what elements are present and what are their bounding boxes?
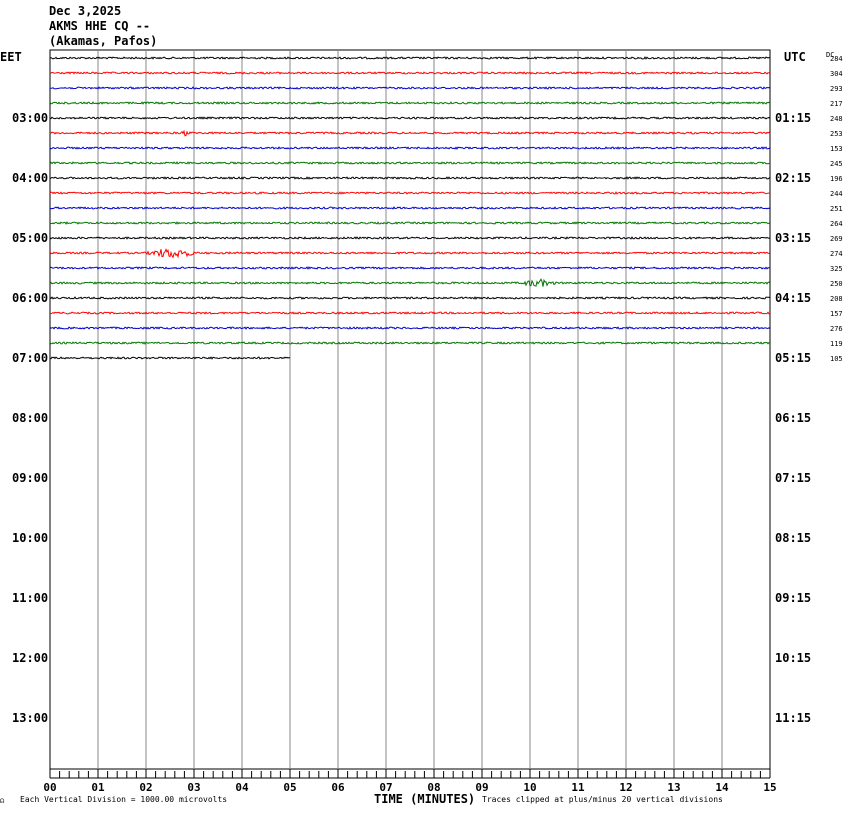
trace-row xyxy=(49,326,771,330)
trace-row xyxy=(49,278,771,287)
dc-offset-label: 250 xyxy=(830,280,843,288)
right-hour-label: 06:15 xyxy=(775,411,811,425)
trace-row xyxy=(49,116,771,120)
left-hour-label: 05:00 xyxy=(12,231,48,245)
x-tick-label: 07 xyxy=(379,781,392,794)
location-label: (Akamas, Pafos) xyxy=(49,34,158,48)
trace-row xyxy=(49,341,771,345)
x-tick-label: 10 xyxy=(523,781,536,794)
x-tick-label: 09 xyxy=(475,781,488,794)
dc-offset-label: 105 xyxy=(830,355,843,363)
dc-offset-label: 253 xyxy=(830,130,843,138)
trace-row xyxy=(49,206,771,210)
right-hour-label: 01:15 xyxy=(775,111,811,125)
dc-offset-label: 325 xyxy=(830,265,843,273)
dc-offset-label: 304 xyxy=(830,70,843,78)
trace-layer xyxy=(49,56,771,360)
clip-note: Traces clipped at plus/minus 20 vertical… xyxy=(482,795,723,804)
left-hour-label: 08:00 xyxy=(12,411,48,425)
trace-row xyxy=(49,296,771,300)
dc-offset-label: 208 xyxy=(830,295,843,303)
left-hour-label: 11:00 xyxy=(12,591,48,605)
trace-row xyxy=(49,248,771,259)
dc-offset-label: 217 xyxy=(830,100,843,108)
left-hour-label: 12:00 xyxy=(12,651,48,665)
x-tick-label: 14 xyxy=(715,781,729,794)
x-tick-label: 11 xyxy=(571,781,585,794)
trace-row xyxy=(49,266,771,270)
trace-row xyxy=(49,86,771,90)
right-hour-label: 08:15 xyxy=(775,531,811,545)
date-label: Dec 3,2025 xyxy=(49,4,122,18)
dc-header-label: DC xyxy=(826,51,834,59)
trace-row xyxy=(49,176,771,180)
x-tick-label: 00 xyxy=(43,781,56,794)
x-tick-label: 06 xyxy=(331,781,345,794)
x-tick-label: 13 xyxy=(667,781,680,794)
left-hour-label: 13:00 xyxy=(12,711,48,725)
x-tick-label: 15 xyxy=(763,781,776,794)
label-layer: 00 01 02 03 04 05 06 07 08 09 10 11 12 13 14 15 03:00 04:… xyxy=(12,55,843,794)
dc-offset-label: 245 xyxy=(830,160,843,168)
left-hour-label: 07:00 xyxy=(12,351,48,365)
trace-row xyxy=(49,356,291,360)
station-label: AKMS HHE CQ -- xyxy=(49,19,151,33)
trace-row xyxy=(49,221,771,225)
left-hour-label: 10:00 xyxy=(12,531,48,545)
trace-row xyxy=(49,101,771,105)
x-tick-label: 01 xyxy=(91,781,105,794)
dc-offset-label: 274 xyxy=(830,250,843,258)
right-hour-label: 10:15 xyxy=(775,651,811,665)
dc-offset-label: 196 xyxy=(830,175,843,183)
x-tick-label: 08 xyxy=(427,781,440,794)
x-axis-title: TIME (MINUTES) xyxy=(374,792,475,806)
grid-layer xyxy=(49,49,771,779)
trace-row xyxy=(49,56,771,60)
dc-offset-label: 153 xyxy=(830,145,843,153)
x-tick-label: 03 xyxy=(187,781,200,794)
right-hour-label: 04:15 xyxy=(775,291,811,305)
right-hour-label: 05:15 xyxy=(775,351,811,365)
scale-note: Each Vertical Division = 1000.00 microvo… xyxy=(20,795,227,804)
right-timezone-label: UTC xyxy=(784,50,806,64)
left-hour-label: 04:00 xyxy=(12,171,48,185)
trace-row xyxy=(49,311,771,315)
left-hour-label: 06:00 xyxy=(12,291,48,305)
x-tick-label: 02 xyxy=(139,781,152,794)
right-hour-label: 07:15 xyxy=(775,471,811,485)
dc-offset-label: 284 xyxy=(830,55,843,63)
x-tick-label: 04 xyxy=(235,781,249,794)
dc-offset-label: 251 xyxy=(830,205,843,213)
x-tick-label: 12 xyxy=(619,781,632,794)
x-tick-label: 05 xyxy=(283,781,296,794)
dc-offset-label: 119 xyxy=(830,340,843,348)
left-hour-label: 09:00 xyxy=(12,471,48,485)
dc-offset-label: 244 xyxy=(830,190,843,198)
dc-offset-label: 264 xyxy=(830,220,843,228)
trace-row xyxy=(49,236,771,240)
right-hour-label: 09:15 xyxy=(775,591,811,605)
dc-offset-label: 293 xyxy=(830,85,843,93)
corner-mark-icon: ☊ xyxy=(0,797,5,805)
dc-offset-label: 157 xyxy=(830,310,843,318)
right-hour-label: 02:15 xyxy=(775,171,811,185)
dc-offset-label: 276 xyxy=(830,325,843,333)
right-hour-label: 11:15 xyxy=(775,711,811,725)
left-hour-label: 03:00 xyxy=(12,111,48,125)
trace-row xyxy=(49,71,771,75)
trace-row xyxy=(49,146,771,150)
left-timezone-label: EET xyxy=(0,50,22,64)
trace-row xyxy=(49,161,771,165)
dc-offset-label: 248 xyxy=(830,115,843,123)
plot-frame xyxy=(49,49,771,770)
right-hour-label: 03:15 xyxy=(775,231,811,245)
trace-row xyxy=(49,191,771,195)
trace-row xyxy=(49,129,771,137)
dc-offset-label: 269 xyxy=(830,235,843,243)
